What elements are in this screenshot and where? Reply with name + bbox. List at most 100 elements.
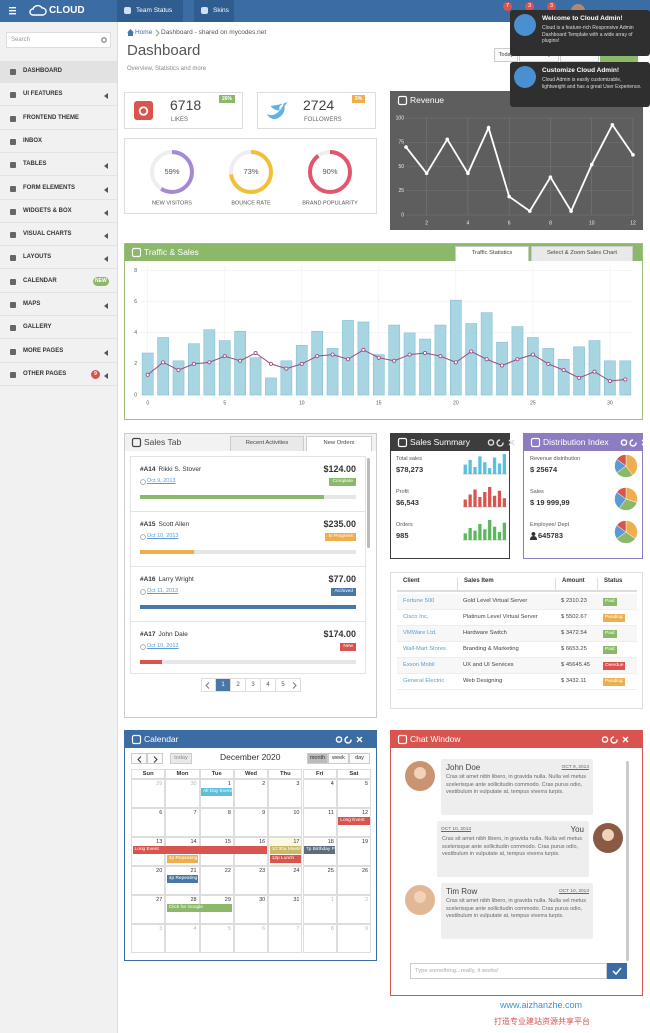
sidebar-search[interactable]: Search <box>6 32 111 48</box>
day-cell[interactable]: 31 <box>268 895 303 924</box>
day-cell[interactable]: 4 <box>302 779 337 808</box>
sidebar-label[interactable]: MAPS <box>23 301 41 307</box>
sidebar-label[interactable]: VISUAL CHARTS <box>23 231 72 238</box>
sidebar-item[interactable]: UI FEATURES <box>0 84 117 107</box>
send-button[interactable] <box>607 963 627 979</box>
table-cell[interactable]: Wall-Mart Stores <box>403 646 446 652</box>
day-cell[interactable]: 1 <box>199 779 234 808</box>
sidebar-label[interactable]: FORM ELEMENTS <box>23 184 75 191</box>
day-cell[interactable]: 7 <box>165 808 200 837</box>
sidebar-label[interactable]: UI FEATURES <box>23 91 63 98</box>
sales-tab[interactable]: New Orders <box>306 436 372 451</box>
day-cell[interactable]: 26 <box>336 866 372 895</box>
sidebar-item[interactable]: CALENDAR NEW <box>0 271 117 293</box>
sidebar-item[interactable]: OTHER PAGES 9 <box>0 364 117 386</box>
day-cell[interactable]: 23 <box>233 866 269 895</box>
chart-tab[interactable]: Traffic Statistics <box>455 246 529 261</box>
day-cell[interactable]: 21 <box>165 866 200 895</box>
notification[interactable]: Customize Cloud Admin! Cloud Admin is eas… <box>510 62 650 107</box>
calendar-event[interactable]: Long Event <box>132 846 267 854</box>
day-cell[interactable]: 18 <box>302 837 337 866</box>
sidebar-label[interactable]: WIDGETS & BOX <box>23 207 72 214</box>
day-cell[interactable]: 29 <box>131 779 166 808</box>
table-cell[interactable]: General Electric <box>403 678 445 684</box>
top-menu-label[interactable]: Team Status <box>136 7 173 14</box>
day-cell[interactable]: 11 <box>302 808 337 837</box>
day-cell[interactable]: 20 <box>131 866 166 895</box>
order-date[interactable]: Oct 10, 2013 <box>147 643 179 649</box>
day-cell[interactable]: 24 <box>268 866 303 895</box>
top-menu[interactable]: Team Status <box>117 0 183 22</box>
menu-toggle-icon[interactable] <box>8 6 18 16</box>
calendar-event[interactable]: Click for Google <box>166 904 233 912</box>
sidebar-item[interactable]: MAPS <box>0 294 117 316</box>
table-cell[interactable]: VMWare Ltd. <box>403 630 437 636</box>
sidebar-label[interactable]: MORE PAGES <box>23 347 64 354</box>
day-cell[interactable]: 3 <box>131 924 166 953</box>
sidebar-item[interactable]: FRONTEND THEME <box>0 108 117 130</box>
sidebar-label[interactable]: LAYOUTS <box>23 254 52 261</box>
sidebar-label[interactable]: INBOX <box>23 137 43 144</box>
view-button[interactable]: month <box>307 753 328 764</box>
order-date[interactable]: Oct 9, 2013 <box>147 478 176 484</box>
day-cell[interactable]: 10 <box>268 808 303 837</box>
sidebar-item[interactable]: WIDGETS & BOX <box>0 201 117 223</box>
notification-badge[interactable]: 7 <box>503 2 512 11</box>
sidebar-item[interactable]: DASHBOARD <box>0 61 117 83</box>
order-date[interactable]: Oct 11, 2013 <box>147 588 179 594</box>
sidebar-item[interactable]: LAYOUTS <box>0 247 117 270</box>
page-button[interactable]: 4 <box>260 679 275 691</box>
day-cell[interactable]: 1 <box>302 895 337 924</box>
sidebar-item[interactable]: GALLERY <box>0 317 117 340</box>
order-date[interactable]: Oct 10, 2013 <box>147 533 179 539</box>
sidebar-item[interactable]: TABLES <box>0 154 117 177</box>
day-cell[interactable]: 2 <box>336 895 372 924</box>
sidebar-label[interactable]: DASHBOARD <box>23 68 62 74</box>
day-cell[interactable]: 30 <box>165 779 200 808</box>
page-button[interactable]: 1 <box>215 679 230 691</box>
view-button[interactable]: day <box>349 753 370 764</box>
day-cell[interactable]: 22 <box>199 866 234 895</box>
sidebar-item[interactable]: VISUAL CHARTS <box>0 224 117 247</box>
top-menu-label[interactable]: Skins <box>213 7 229 14</box>
day-cell[interactable]: 5 <box>199 924 234 953</box>
day-cell[interactable]: 4 <box>165 924 200 953</box>
table-cell[interactable]: Fortune 500 <box>403 598 435 604</box>
sidebar-label[interactable]: CALENDAR <box>23 277 57 284</box>
day-cell[interactable]: 5 <box>336 779 372 808</box>
day-cell[interactable]: 25 <box>302 866 337 895</box>
sidebar-label[interactable]: FRONTEND THEME <box>23 114 79 121</box>
day-cell[interactable]: 30 <box>233 895 269 924</box>
day-cell[interactable]: 2 <box>233 779 269 808</box>
sidebar-label[interactable]: GALLERY <box>23 324 52 331</box>
day-cell[interactable]: 7 <box>268 924 303 953</box>
chat-input[interactable]: Type something...really, it works! <box>410 963 607 979</box>
page-button[interactable]: 2 <box>230 679 245 691</box>
calendar-event[interactable]: 4p Repeating Event <box>166 875 199 883</box>
calendar-event[interactable]: All Day Event <box>201 788 233 796</box>
chart-tab[interactable]: Select & Zoom Sales Chart <box>531 246 633 261</box>
calendar-event[interactable]: 4p Repeating Event <box>166 855 199 863</box>
calendar-event[interactable]: 7p Birthday Party <box>304 846 336 854</box>
day-cell[interactable]: 8 <box>302 924 337 953</box>
day-cell[interactable]: 6 <box>233 924 269 953</box>
sidebar-label[interactable]: OTHER PAGES <box>23 370 67 377</box>
breadcrumb-link[interactable]: Home <box>135 29 153 36</box>
table-cell[interactable]: Cisco Inc. <box>403 614 429 620</box>
nav-button[interactable] <box>147 753 163 764</box>
day-cell[interactable]: 19 <box>336 837 372 866</box>
day-cell[interactable]: 9 <box>336 924 372 953</box>
calendar-event[interactable]: Long Event <box>338 817 370 825</box>
today-button[interactable]: today <box>170 753 192 764</box>
notification-badge[interactable]: 3 <box>547 2 556 11</box>
calendar-event[interactable]: 10:30a Meeting <box>269 846 301 854</box>
top-menu[interactable]: Skins <box>194 0 234 22</box>
day-cell[interactable]: 8 <box>199 808 234 837</box>
sidebar-item[interactable]: FORM ELEMENTS <box>0 178 117 200</box>
notification-badge[interactable]: 3 <box>525 2 534 11</box>
sidebar-item[interactable]: MORE PAGES <box>0 341 117 363</box>
view-button[interactable]: week <box>328 753 349 764</box>
day-cell[interactable]: 9 <box>233 808 269 837</box>
day-cell[interactable]: 27 <box>131 895 166 924</box>
sales-tab[interactable]: Recent Activities <box>230 436 304 451</box>
